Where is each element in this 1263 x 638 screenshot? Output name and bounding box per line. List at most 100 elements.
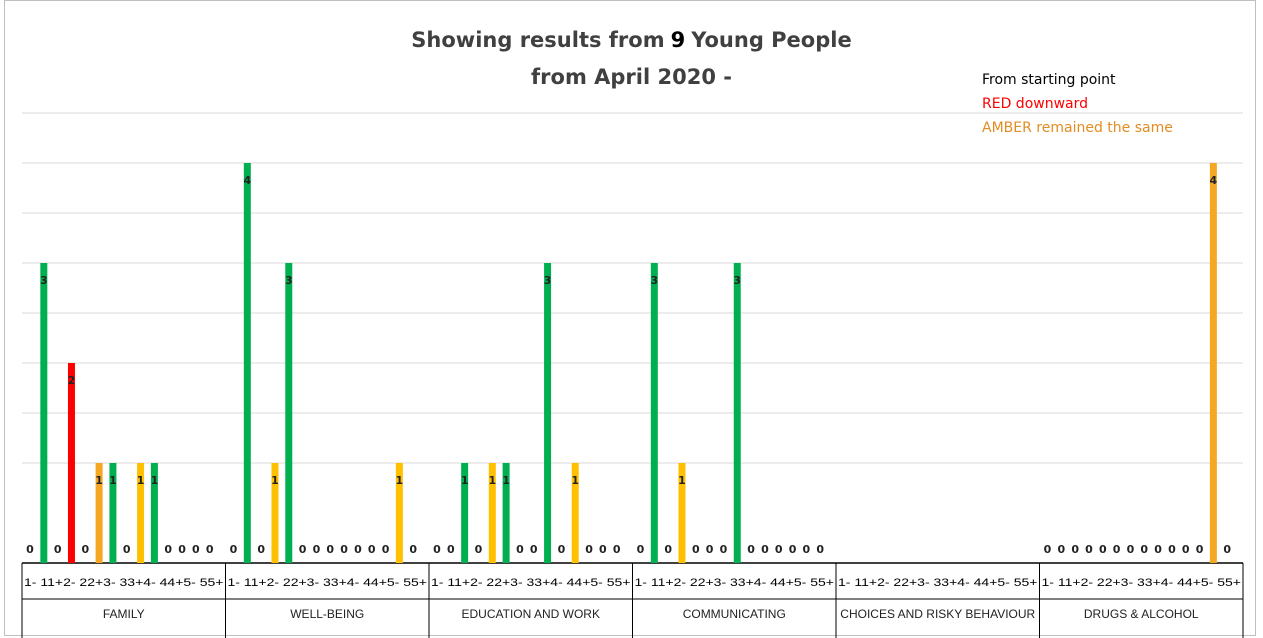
bar — [650, 263, 658, 563]
data-label: 1 — [461, 474, 469, 487]
data-label: 0 — [164, 543, 172, 556]
category-label: DRUGS & ALCOHOL — [1084, 607, 1199, 621]
data-label: 0 — [1085, 543, 1093, 556]
data-label: 0 — [340, 543, 348, 556]
tick-label: 1- 11+2- 22+3- 33+4- 44+5- 55+ — [635, 577, 835, 589]
chart-frame — [4, 0, 1256, 636]
data-label: 0 — [516, 543, 524, 556]
data-label: 4 — [1210, 174, 1218, 187]
tick-label: 1- 11+2- 22+3- 33+4- 44+5- 55+ — [838, 577, 1038, 589]
bar — [137, 463, 145, 563]
data-label: 3 — [650, 274, 658, 287]
data-label: 1 — [488, 474, 496, 487]
data-label: 0 — [1154, 543, 1162, 556]
tick-label: 1- 11+2- 22+3- 33+4- 44+5- 55+ — [228, 577, 428, 589]
data-label: 3 — [733, 274, 741, 287]
data-label: 0 — [1182, 543, 1190, 556]
data-label: 0 — [54, 543, 62, 556]
data-label: 0 — [299, 543, 307, 556]
data-label: 0 — [230, 543, 238, 556]
data-label: 0 — [192, 543, 200, 556]
data-label: 1 — [137, 474, 145, 487]
bar — [109, 463, 117, 563]
chart-title-line2: from April 2020 - — [531, 65, 732, 89]
data-label: 1 — [271, 474, 279, 487]
data-label: 0 — [706, 543, 714, 556]
data-label: 0 — [475, 543, 483, 556]
data-label: 0 — [585, 543, 593, 556]
bar — [67, 363, 75, 563]
data-label: 0 — [382, 543, 390, 556]
data-label: 3 — [544, 274, 552, 287]
bar — [285, 263, 293, 563]
category-label: COMMUNICATING — [683, 607, 786, 621]
data-label: 0 — [1044, 543, 1052, 556]
data-label: 3 — [285, 274, 293, 287]
bar — [733, 263, 741, 563]
bar — [150, 463, 158, 563]
data-label: 0 — [81, 543, 89, 556]
tick-label: 1- 11+2- 22+3- 33+4- 44+5- 55+ — [24, 577, 224, 589]
bar — [571, 463, 579, 563]
data-label: 0 — [558, 543, 566, 556]
data-label: 0 — [720, 543, 728, 556]
data-label: 0 — [447, 543, 455, 556]
category-label: CHOICES AND RISKY BEHAVIOUR — [840, 607, 1035, 621]
data-label: 0 — [1127, 543, 1135, 556]
data-label: 0 — [816, 543, 824, 556]
bar — [243, 163, 251, 563]
bar — [95, 463, 103, 563]
bar — [1209, 163, 1217, 563]
data-label: 0 — [789, 543, 797, 556]
title-suffix: Young People — [691, 28, 852, 52]
data-label: 4 — [243, 174, 251, 187]
data-label: 0 — [257, 543, 265, 556]
data-label: 0 — [1223, 543, 1231, 556]
bar — [544, 263, 552, 563]
data-label: 0 — [368, 543, 376, 556]
bar — [678, 463, 686, 563]
data-label: 0 — [326, 543, 334, 556]
data-label: 1 — [109, 474, 117, 487]
data-label: 1 — [95, 474, 103, 487]
data-label: 3 — [40, 274, 48, 287]
data-label: 0 — [803, 543, 811, 556]
data-label: 0 — [599, 543, 607, 556]
data-label: 0 — [664, 543, 672, 556]
data-label: 1 — [502, 474, 510, 487]
data-label: 1 — [396, 474, 404, 487]
data-label: 0 — [1168, 543, 1176, 556]
legend-amber-same: AMBER remained the same — [982, 120, 1173, 136]
data-label: 0 — [1196, 543, 1204, 556]
data-label: 1 — [678, 474, 686, 487]
data-label: 0 — [1099, 543, 1107, 556]
data-label: 0 — [1057, 543, 1065, 556]
data-label: 0 — [747, 543, 755, 556]
bar — [395, 463, 403, 563]
data-label: 0 — [433, 543, 441, 556]
data-label: 0 — [613, 543, 621, 556]
data-label: 0 — [761, 543, 769, 556]
data-label: 0 — [530, 543, 538, 556]
title-prefix: Showing results from — [411, 28, 665, 52]
category-label: FAMILY — [103, 607, 145, 621]
bar — [488, 463, 496, 563]
data-label: 1 — [151, 474, 159, 487]
data-label: 0 — [1071, 543, 1079, 556]
data-label: 0 — [409, 543, 417, 556]
data-label: 0 — [637, 543, 645, 556]
category-label: WELL-BEING — [290, 607, 364, 621]
young-people-count: 9 — [670, 28, 686, 52]
data-label: 0 — [178, 543, 186, 556]
data-label: 0 — [1140, 543, 1148, 556]
chart-title-line1: Showing results from 9 Young People — [0, 28, 1263, 52]
data-label: 0 — [123, 543, 131, 556]
data-label: 1 — [571, 474, 579, 487]
tick-label: 1- 11+2- 22+3- 33+4- 44+5- 55+ — [1042, 577, 1242, 589]
category-label: EDUCATION AND WORK — [462, 607, 600, 621]
data-label: 0 — [775, 543, 783, 556]
data-label: 2 — [68, 374, 76, 387]
data-label: 0 — [206, 543, 214, 556]
data-label: 0 — [692, 543, 700, 556]
